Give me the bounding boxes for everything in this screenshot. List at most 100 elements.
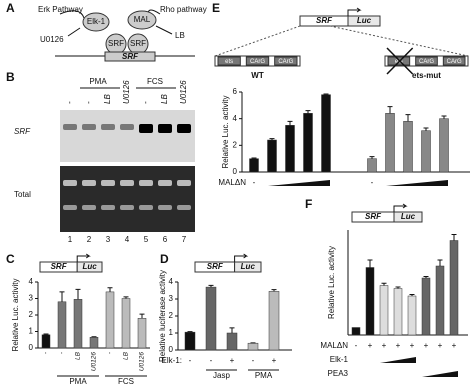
group-label: PMA [255, 371, 273, 380]
x-tick-label: U0126 [139, 352, 146, 372]
error-bar [441, 115, 447, 119]
element-box [274, 56, 298, 66]
bar [303, 113, 313, 173]
bar [449, 240, 459, 336]
promoter-arrow [76, 253, 91, 262]
bar [41, 334, 51, 349]
row-value: + [396, 341, 401, 350]
construct-box [234, 261, 262, 273]
y-tick-label: 1 [169, 328, 174, 337]
element-box [442, 56, 466, 66]
band [63, 180, 77, 186]
bar [89, 337, 99, 349]
label: SRF [130, 39, 146, 48]
bar [121, 298, 131, 349]
lane-label: U0126 [122, 80, 131, 104]
row-value: + [230, 356, 235, 365]
ramp [386, 180, 448, 186]
error-bar [139, 313, 145, 319]
gene-box [104, 51, 156, 62]
promoter-arrow [347, 7, 362, 16]
error-bar [75, 288, 81, 300]
bar [249, 158, 259, 173]
y-tick-label: 1 [29, 327, 34, 336]
row-label: PEA3 [328, 369, 349, 378]
promoter-label: WT [251, 71, 264, 80]
label: LB [175, 31, 185, 40]
error-bar [367, 259, 373, 268]
construct-label: SRF [207, 262, 224, 271]
bar [379, 285, 389, 336]
row-value: - [189, 356, 192, 365]
row-value: + [410, 341, 415, 350]
bar [367, 158, 377, 173]
lane-number: 1 [68, 235, 73, 244]
lane-label: LB [103, 94, 112, 104]
construct-label: Luc [357, 16, 372, 25]
bar [321, 94, 331, 173]
inhibit [155, 25, 173, 35]
band [82, 124, 96, 130]
error-bar [271, 289, 277, 292]
bar [205, 286, 217, 351]
band [63, 205, 77, 210]
label: Elk-1 [87, 17, 106, 26]
label: SRF [122, 52, 139, 61]
bar [421, 277, 431, 336]
y-tick-label: 3 [29, 294, 34, 303]
x-tick-label: - [107, 351, 114, 354]
error-bar [59, 291, 65, 302]
construct-label: SRF [316, 16, 333, 25]
row-label: MALΔN [320, 341, 348, 350]
mal-shape [127, 10, 157, 30]
zoom-line [329, 25, 469, 57]
row-label: MALΔN [218, 178, 246, 187]
gel [60, 110, 195, 162]
band [177, 124, 191, 133]
panel-label: F [305, 197, 312, 211]
error-bar [251, 157, 257, 159]
element-box [217, 56, 241, 66]
error-bar [423, 127, 429, 131]
construct-box [347, 15, 381, 27]
bar [403, 121, 413, 173]
row-value: - [210, 356, 213, 365]
bar [105, 291, 115, 349]
element-label: CArG [250, 59, 265, 65]
error-bar [323, 93, 329, 95]
panel-label: C [6, 252, 15, 266]
group-label: Jasp [213, 371, 230, 380]
inhibit [67, 27, 81, 37]
y-tick-label: 0 [29, 343, 34, 352]
bar [385, 113, 395, 173]
element-box [245, 56, 270, 66]
error-bar [269, 138, 275, 140]
row-label: Elk-1: [162, 356, 182, 365]
row-label: Total [14, 190, 31, 199]
arrow [59, 10, 85, 19]
row-label: Elk-1 [330, 355, 349, 364]
y-tick-label: 2 [169, 311, 174, 320]
bar [226, 332, 238, 351]
y-tick-label: 0 [233, 167, 238, 176]
error-bar [395, 286, 401, 289]
bar [184, 331, 196, 351]
x-tick-label: - [43, 351, 50, 354]
y-axis-label: Relative luciferase activity [158, 270, 167, 362]
row-value: + [438, 341, 443, 350]
y-axis-label: Relative Luc. activity [327, 246, 336, 319]
bar [435, 265, 445, 336]
bar [285, 125, 295, 173]
label: SRF [108, 39, 124, 48]
row-value: - [355, 341, 358, 350]
y-tick-label: 3 [169, 294, 174, 303]
row-value: + [368, 341, 373, 350]
error-bar [387, 106, 393, 114]
group-label: FCS [118, 377, 134, 386]
bar [267, 139, 277, 173]
label: MAL [134, 15, 151, 24]
lane-label: LB [160, 94, 169, 104]
construct-label: Luc [241, 262, 256, 271]
error-bar [381, 282, 387, 286]
